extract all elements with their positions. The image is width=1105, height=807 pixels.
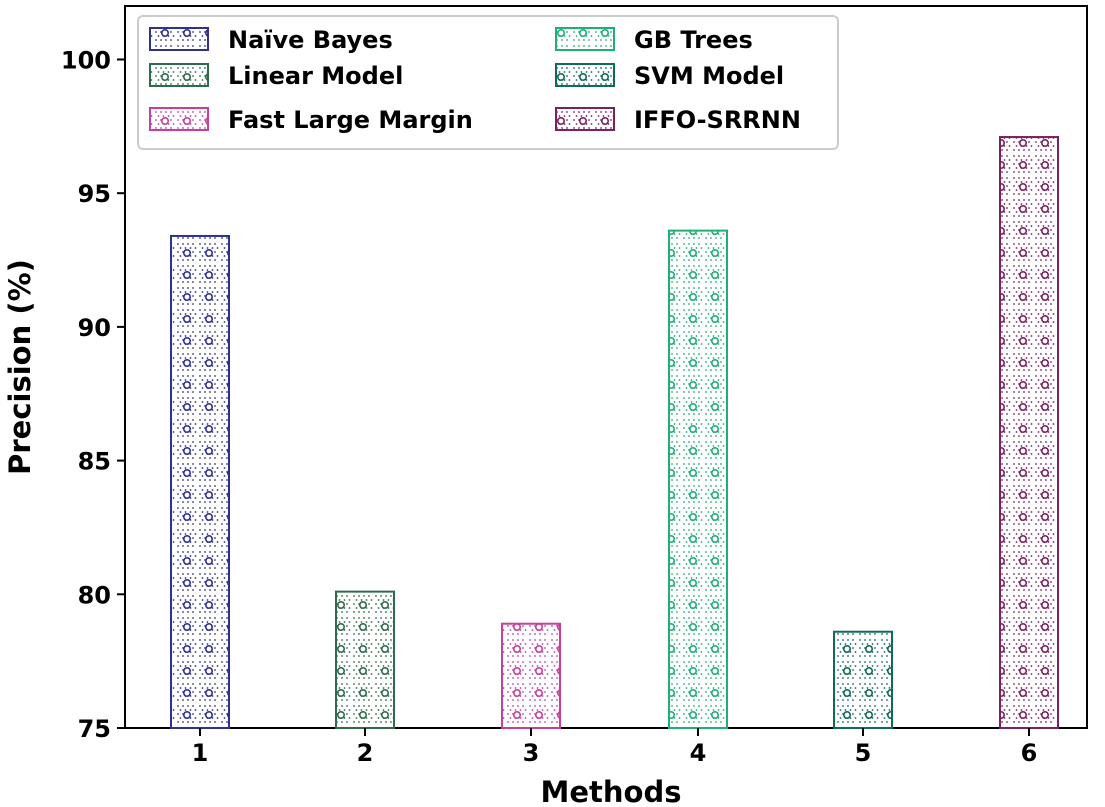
x-tick-label: 1 [192, 739, 209, 767]
plot-frame [124, 5, 1088, 729]
bar-4 [668, 229, 728, 729]
x-tick-label: 2 [357, 739, 374, 767]
x-tick-label: 3 [523, 739, 540, 767]
legend-swatch-6 [555, 107, 615, 131]
legend-swatch-5 [555, 63, 615, 87]
y-tick-label: 95 [78, 180, 111, 208]
y-tick-label: 100 [61, 46, 111, 74]
y-tick-label: 80 [78, 581, 111, 609]
bars-group [170, 136, 1059, 730]
legend-label-6: IFFO-SRRNN [634, 106, 801, 134]
legend-label-5: SVM Model [634, 62, 784, 90]
bar-6 [999, 136, 1059, 730]
x-tick-label: 4 [690, 739, 707, 767]
bar-5 [833, 630, 893, 730]
legend-frame [137, 15, 839, 150]
x-axis-title: Methods [541, 775, 682, 807]
y-tick-label: 90 [78, 314, 111, 342]
legend-swatch-4 [555, 27, 615, 51]
y-tick-label: 85 [78, 448, 111, 476]
bar-2 [335, 590, 395, 729]
legend-label-3: Fast Large Margin [228, 106, 473, 134]
legend-label-1: Naïve Bayes [228, 26, 393, 54]
legend-label-4: GB Trees [634, 26, 753, 54]
legend-swatch-3 [149, 107, 209, 131]
x-tick-label: 6 [1021, 739, 1038, 767]
bar-1 [170, 234, 230, 729]
legend-swatch-2 [149, 63, 209, 87]
y-axis-title: Precision (%) [3, 259, 37, 475]
legend: Naïve Bayes Linear Model Fast Large Margin… [137, 15, 839, 150]
bar-3 [501, 622, 561, 730]
y-tick-label: 75 [78, 715, 111, 743]
x-axis: 1 2 3 4 5 6 [192, 728, 1038, 767]
legend-label-2: Linear Model [228, 62, 403, 90]
legend-swatch-1 [149, 27, 209, 51]
y-axis: 75 80 85 90 95 100 [61, 46, 125, 743]
x-tick-label: 5 [855, 739, 872, 767]
